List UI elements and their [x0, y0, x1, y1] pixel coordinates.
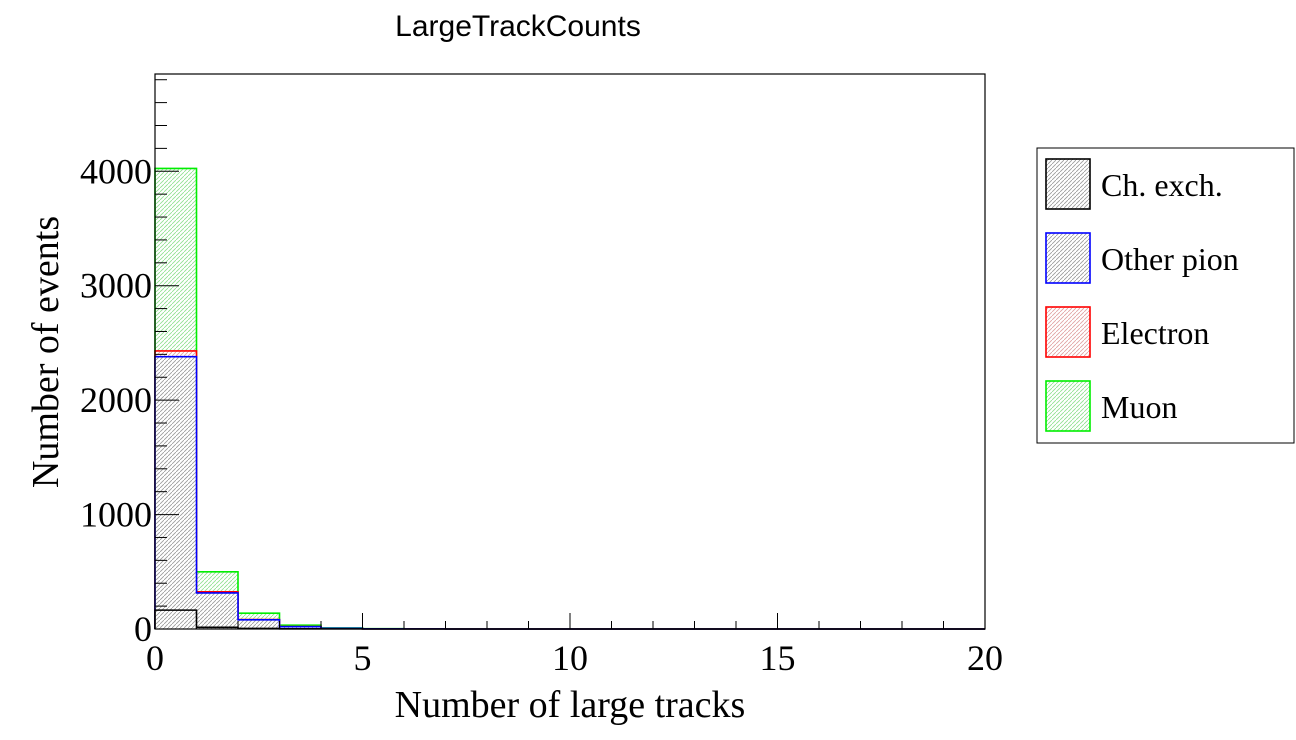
- y-tick-label: 2000: [80, 380, 152, 420]
- legend-label: Ch. exch.: [1101, 167, 1223, 203]
- plot-frame: [154, 73, 986, 630]
- legend-label: Other pion: [1101, 241, 1239, 277]
- histogram-bin: [155, 610, 197, 629]
- legend-swatch: [1045, 380, 1091, 432]
- series-outline: [154, 350, 985, 630]
- histogram-bin: [155, 356, 197, 629]
- histogram-bars: [154, 167, 985, 630]
- legend-swatch: [1045, 232, 1091, 284]
- y-tick-label: 4000: [80, 151, 152, 191]
- series-muon: [154, 167, 985, 630]
- histogram-bin: [279, 626, 321, 629]
- y-tick-label: 1000: [80, 495, 152, 535]
- axis-ticks: 0 5 10 15 20 0 1000 2000 3000 4000: [80, 79, 1003, 678]
- y-tick-label: 3000: [80, 266, 152, 306]
- y-axis-label: Number of events: [25, 216, 67, 488]
- y-tick-label: 0: [134, 609, 152, 649]
- legend: Ch. exch. Other pion Electron Muon: [1036, 147, 1295, 444]
- legend-label: Muon: [1101, 389, 1177, 425]
- histogram-bin: [196, 592, 238, 629]
- legend-item: Electron: [1045, 306, 1209, 358]
- series-outline: [154, 355, 985, 630]
- legend-label: Electron: [1101, 315, 1209, 351]
- x-axis-label: Number of large tracks: [395, 684, 746, 726]
- chart-title: LargeTrackCounts: [395, 10, 641, 43]
- legend-item: Muon: [1045, 380, 1177, 432]
- legend-item: Other pion: [1045, 232, 1239, 284]
- legend-swatch: [1045, 306, 1091, 358]
- x-tick-label: 0: [146, 638, 164, 678]
- legend-item: Ch. exch.: [1045, 158, 1223, 210]
- x-tick-label: 15: [760, 638, 796, 678]
- series-outline: [154, 167, 985, 630]
- x-tick-label: 5: [354, 638, 372, 678]
- x-tick-label: 20: [967, 638, 1003, 678]
- series-other-pion: [154, 355, 985, 630]
- histogram-bin: [196, 627, 238, 629]
- series-electron: [154, 350, 985, 630]
- x-tick-label: 10: [552, 638, 588, 678]
- histogram-bin: [238, 619, 280, 629]
- legend-swatch: [1045, 158, 1091, 210]
